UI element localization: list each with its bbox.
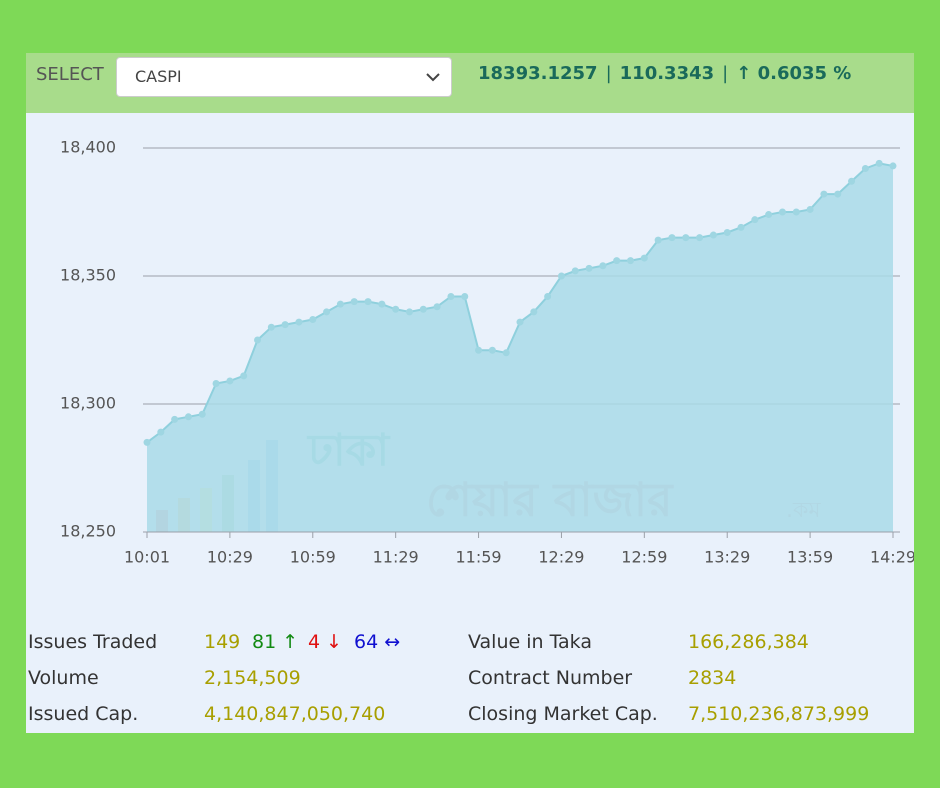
stat-label: Issued Cap. <box>28 703 139 725</box>
marker <box>336 300 344 308</box>
marker <box>295 318 303 326</box>
marker <box>433 303 441 311</box>
y-tick-label: 18,300 <box>60 394 116 413</box>
marker <box>530 308 538 316</box>
x-tick-label: 11:29 <box>373 548 419 567</box>
index-change: 110.3343 <box>619 63 715 84</box>
marker <box>834 190 842 198</box>
marker <box>461 292 469 300</box>
stat-label: Volume <box>28 667 99 689</box>
stat-value: 149 <box>204 631 241 653</box>
y-tick-label: 18,250 <box>60 522 116 541</box>
marker <box>378 300 386 308</box>
marker <box>447 292 455 300</box>
marker <box>571 267 579 275</box>
stat-up: 81 ↑ <box>252 631 299 653</box>
marker <box>544 292 552 300</box>
y-tick-label: 18,350 <box>60 266 116 285</box>
marker <box>613 257 621 265</box>
x-tick-label: 10:59 <box>290 548 336 567</box>
marker <box>627 257 635 265</box>
marker <box>682 234 690 242</box>
marker <box>475 346 483 354</box>
marker <box>143 438 151 446</box>
x-tick-label: 13:59 <box>787 548 833 567</box>
marker <box>226 377 234 385</box>
stat-label: Contract Number <box>468 667 633 689</box>
stat-value: 2,154,509 <box>204 667 301 689</box>
index-summary: 18393.1257 | 110.3343 | ↑ 0.6035 % <box>478 63 852 84</box>
stat-label: Issues Traded <box>28 631 158 653</box>
marker <box>585 264 593 272</box>
marker <box>364 298 372 306</box>
marker <box>212 380 220 388</box>
dropdown-arrow <box>426 73 440 82</box>
marker <box>240 372 248 380</box>
marker <box>502 349 510 357</box>
marker <box>765 211 773 219</box>
marker <box>599 262 607 270</box>
panel: SELECT CASPI 18393.1257 | 110.3343 | ↑ 0.603… <box>26 53 914 733</box>
stat-unchanged: 64 ↔ <box>354 631 401 653</box>
stat-value: 7,510,236,873,999 <box>688 703 870 725</box>
marker <box>392 305 400 313</box>
stat-label: Value in Taka <box>468 631 592 653</box>
marker <box>848 177 856 185</box>
marker <box>405 308 413 316</box>
marker <box>696 234 704 242</box>
marker <box>323 308 331 316</box>
area <box>147 163 893 533</box>
marker <box>557 272 565 280</box>
marker <box>254 336 262 344</box>
x-tick-label: 14:29 <box>870 548 914 567</box>
marker <box>861 164 869 172</box>
x-tick-label: 12:59 <box>621 548 667 567</box>
marker <box>820 190 828 198</box>
marker <box>751 216 759 224</box>
stat-value: 4,140,847,050,740 <box>204 703 386 725</box>
stat-down: 4 ↓ <box>308 631 343 653</box>
stat-value: 166,286,384 <box>688 631 809 653</box>
stat-label: Closing Market Cap. <box>468 703 658 725</box>
y-tick-label: 18,400 <box>60 138 116 157</box>
x-tick-label: 13:29 <box>704 548 750 567</box>
marker <box>171 415 179 423</box>
x-tick-label: 12:29 <box>538 548 584 567</box>
marker <box>267 323 275 331</box>
marker <box>792 208 800 216</box>
marker <box>654 236 662 244</box>
marker <box>778 208 786 216</box>
marker <box>806 205 814 213</box>
header-bar: SELECT CASPI 18393.1257 | 110.3343 | ↑ 0.603… <box>26 53 914 113</box>
marker <box>309 316 317 324</box>
marker <box>198 410 206 418</box>
index-value: 18393.1257 <box>478 63 598 84</box>
marker <box>419 305 427 313</box>
marker <box>281 321 289 329</box>
marker <box>737 223 745 231</box>
index-change-pct: ↑ 0.6035 % <box>736 63 852 84</box>
x-tick-label: 11:59 <box>456 548 502 567</box>
marker <box>889 162 897 170</box>
marker <box>723 228 731 236</box>
x-tick-label: 10:01 <box>124 548 170 567</box>
stat-value: 2834 <box>688 667 737 689</box>
index-select[interactable]: CASPI <box>116 57 452 97</box>
marker <box>488 346 496 354</box>
marker <box>875 159 883 167</box>
x-tick-label: 10:29 <box>207 548 253 567</box>
marker <box>668 234 676 242</box>
marker <box>709 231 717 239</box>
selected-index: CASPI <box>135 67 182 86</box>
marker <box>640 254 648 262</box>
select-label: SELECT <box>36 64 104 85</box>
marker <box>516 318 524 326</box>
marker <box>350 298 358 306</box>
marker <box>157 428 165 436</box>
marker <box>184 413 192 421</box>
